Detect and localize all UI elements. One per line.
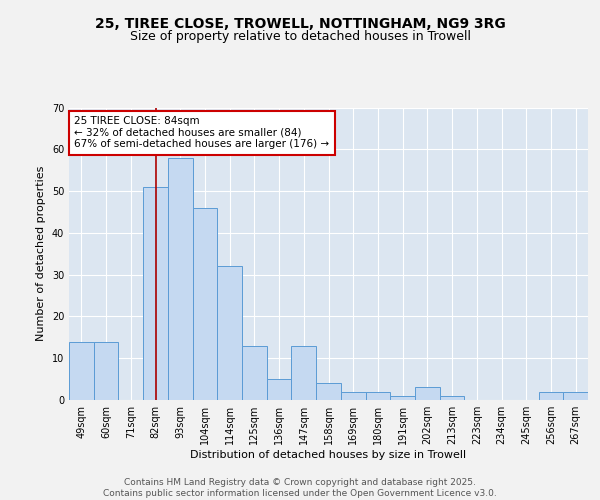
Bar	[267, 379, 292, 400]
Text: Contains HM Land Registry data © Crown copyright and database right 2025.
Contai: Contains HM Land Registry data © Crown c…	[103, 478, 497, 498]
Text: 25, TIREE CLOSE, TROWELL, NOTTINGHAM, NG9 3RG: 25, TIREE CLOSE, TROWELL, NOTTINGHAM, NG…	[95, 18, 505, 32]
Bar	[563, 392, 588, 400]
Bar	[365, 392, 390, 400]
Text: Size of property relative to detached houses in Trowell: Size of property relative to detached ho…	[130, 30, 470, 43]
Bar	[341, 392, 365, 400]
Bar	[94, 342, 118, 400]
Bar	[539, 392, 563, 400]
Bar	[168, 158, 193, 400]
Bar	[292, 346, 316, 400]
Bar	[193, 208, 217, 400]
Bar	[242, 346, 267, 400]
Bar	[69, 342, 94, 400]
Bar	[217, 266, 242, 400]
X-axis label: Distribution of detached houses by size in Trowell: Distribution of detached houses by size …	[190, 450, 467, 460]
Y-axis label: Number of detached properties: Number of detached properties	[36, 166, 46, 342]
Text: 25 TIREE CLOSE: 84sqm
← 32% of detached houses are smaller (84)
67% of semi-deta: 25 TIREE CLOSE: 84sqm ← 32% of detached …	[74, 116, 329, 150]
Bar	[143, 187, 168, 400]
Bar	[415, 388, 440, 400]
Bar	[316, 384, 341, 400]
Bar	[390, 396, 415, 400]
Bar	[440, 396, 464, 400]
